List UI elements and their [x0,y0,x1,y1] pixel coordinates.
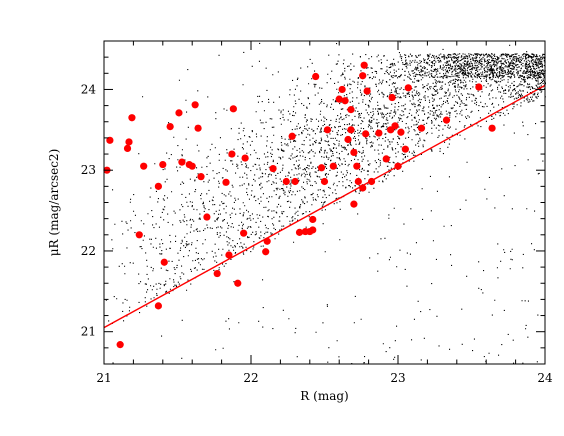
highlight-point [309,215,317,224]
highlight-point [359,184,367,192]
highlight-point [154,182,162,190]
highlight-point [360,61,368,69]
highlight-point [309,226,317,234]
highlight-point [417,124,426,132]
background-points [105,41,547,365]
highlight-point [213,269,221,278]
highlight-point [320,177,329,186]
highlight-point [288,132,296,140]
x-tick-label: 22 [243,371,258,385]
highlight-point [367,177,376,186]
fit-line [103,84,546,329]
highlight-point [135,231,143,239]
highlight-point [347,106,355,114]
highlight-point [128,114,136,122]
highlight-point [116,341,124,349]
highlight-point [166,122,174,131]
highlight-point [353,162,361,170]
highlight-point [291,177,299,186]
highlight-point [312,72,320,81]
highlight-point [375,129,383,137]
highlight-point [317,164,326,172]
highlight-point [140,162,148,170]
highlight-point [295,228,304,236]
highlight-point [335,95,343,103]
highlight-point [154,302,162,310]
y-tick-label: 22 [81,244,96,258]
highlight-point [359,72,367,80]
highlight-point [323,126,332,134]
highlight-point [159,160,167,169]
highlight-point [362,130,370,138]
highlight-point [228,150,236,158]
highlight-point [488,124,496,132]
highlight-point [222,178,230,186]
highlight-point [229,105,237,113]
highlight-point [234,279,242,287]
highlight-point [363,87,371,95]
x-tick-label: 23 [390,371,405,385]
highlight-point [160,258,168,266]
highlight-point [338,85,346,94]
highlight-point [397,128,405,136]
x-tick-label: 24 [537,371,553,385]
y-axis-label: μR (mag/arcsec2) [47,149,61,257]
highlight-point [282,177,290,186]
highlight-point [354,177,362,186]
background-point-cloud [105,41,547,365]
y-tick-label: 24 [81,82,97,96]
highlight-point [269,164,277,173]
highlight-point [401,145,409,153]
highlight-point [240,229,248,237]
highlight-point [341,97,349,105]
tick-labels: 21 22 23 24 21 22 23 24 [81,82,553,385]
highlight-point [197,173,205,181]
highlight-point [194,124,202,132]
highlight-point [241,154,249,162]
highlight-point [188,162,196,170]
highlight-point [225,251,233,259]
axis-ticks [103,40,546,365]
highlight-point [329,162,337,170]
highlight-point [263,237,271,245]
highlight-point [262,248,270,256]
highlight-point [394,162,402,170]
highlight-point [125,138,133,146]
highlight-point [178,158,186,166]
x-axis-label: R (mag) [300,389,348,403]
highlight-point [442,116,451,124]
y-tick-label: 21 [81,325,96,339]
highlight-point [175,109,183,117]
highlight-point [347,126,355,134]
highlight-point [106,136,114,144]
highlight-point [391,122,399,130]
highlight-point [123,144,132,152]
highlight-point [350,148,358,157]
highlight-point [382,155,390,163]
highlight-point [404,84,412,92]
fit-line-layer [103,84,546,329]
highlight-points-layer [103,61,496,349]
highlight-point [388,93,396,102]
highlight-point [344,135,352,144]
highlight-point [191,101,199,109]
y-tick-label: 23 [81,163,96,177]
highlight-point [475,83,483,91]
highlight-point [350,200,358,208]
highlight-point [203,213,211,221]
x-tick-label: 21 [96,371,111,385]
